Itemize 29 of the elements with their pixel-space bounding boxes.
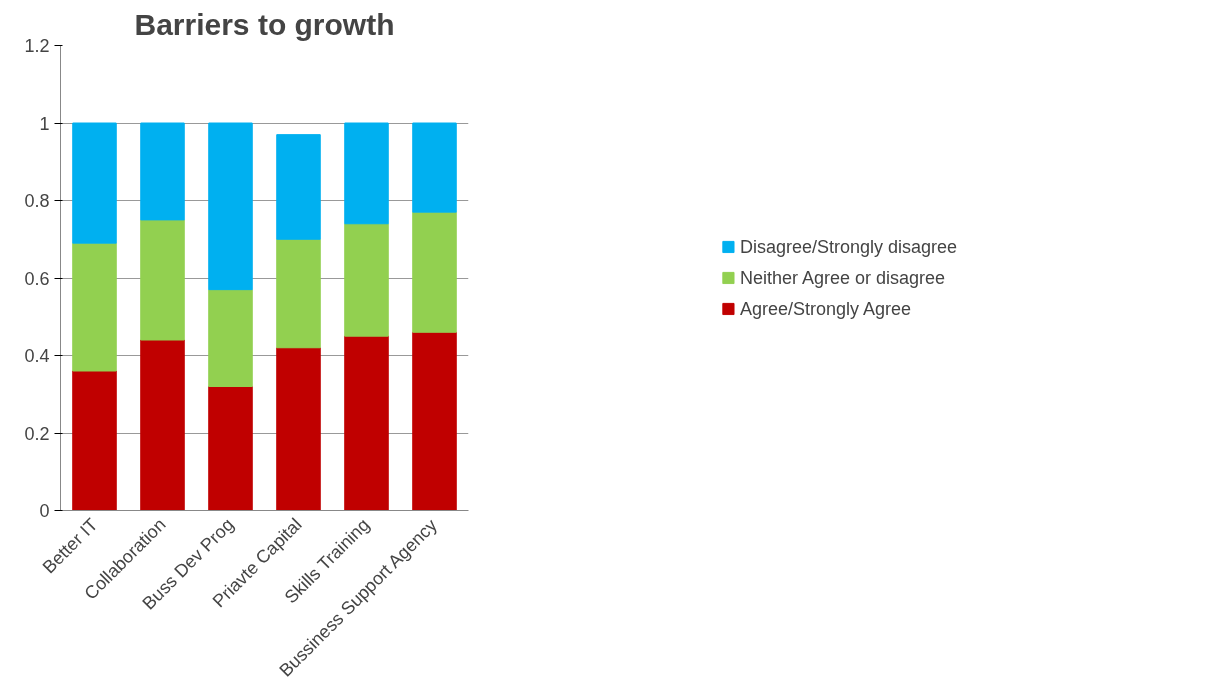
bar <box>276 134 321 240</box>
bar <box>344 122 389 225</box>
bar <box>140 339 185 511</box>
y-tick-label: 0 <box>39 501 50 521</box>
y-tick-label: 1.2 <box>24 36 50 56</box>
bar <box>412 331 457 511</box>
bar <box>72 122 117 244</box>
bar <box>72 370 117 511</box>
legend-label: Agree/Strongly Agree <box>739 298 912 319</box>
y-tick-label: 0.4 <box>24 346 50 366</box>
chart-title: Barriers to growth <box>134 7 395 41</box>
y-tick-label: 0.6 <box>24 268 50 289</box>
legend-label: Neither Agree or disagree <box>739 267 946 288</box>
bar <box>344 223 389 337</box>
y-tick-label: 0.8 <box>24 191 50 211</box>
bar <box>140 122 185 221</box>
legend-label: Disagree/Strongly disagree <box>739 236 958 257</box>
y-tick-label: 1 <box>39 113 50 134</box>
bar <box>208 386 253 511</box>
bar <box>344 335 389 511</box>
bar <box>412 122 457 213</box>
bar <box>412 211 457 333</box>
bar <box>276 238 321 349</box>
bar <box>72 242 117 372</box>
y-tick-label: 0.2 <box>24 423 50 444</box>
bar <box>140 219 185 341</box>
bar <box>208 122 253 291</box>
bar <box>276 347 321 511</box>
bar <box>208 289 253 387</box>
